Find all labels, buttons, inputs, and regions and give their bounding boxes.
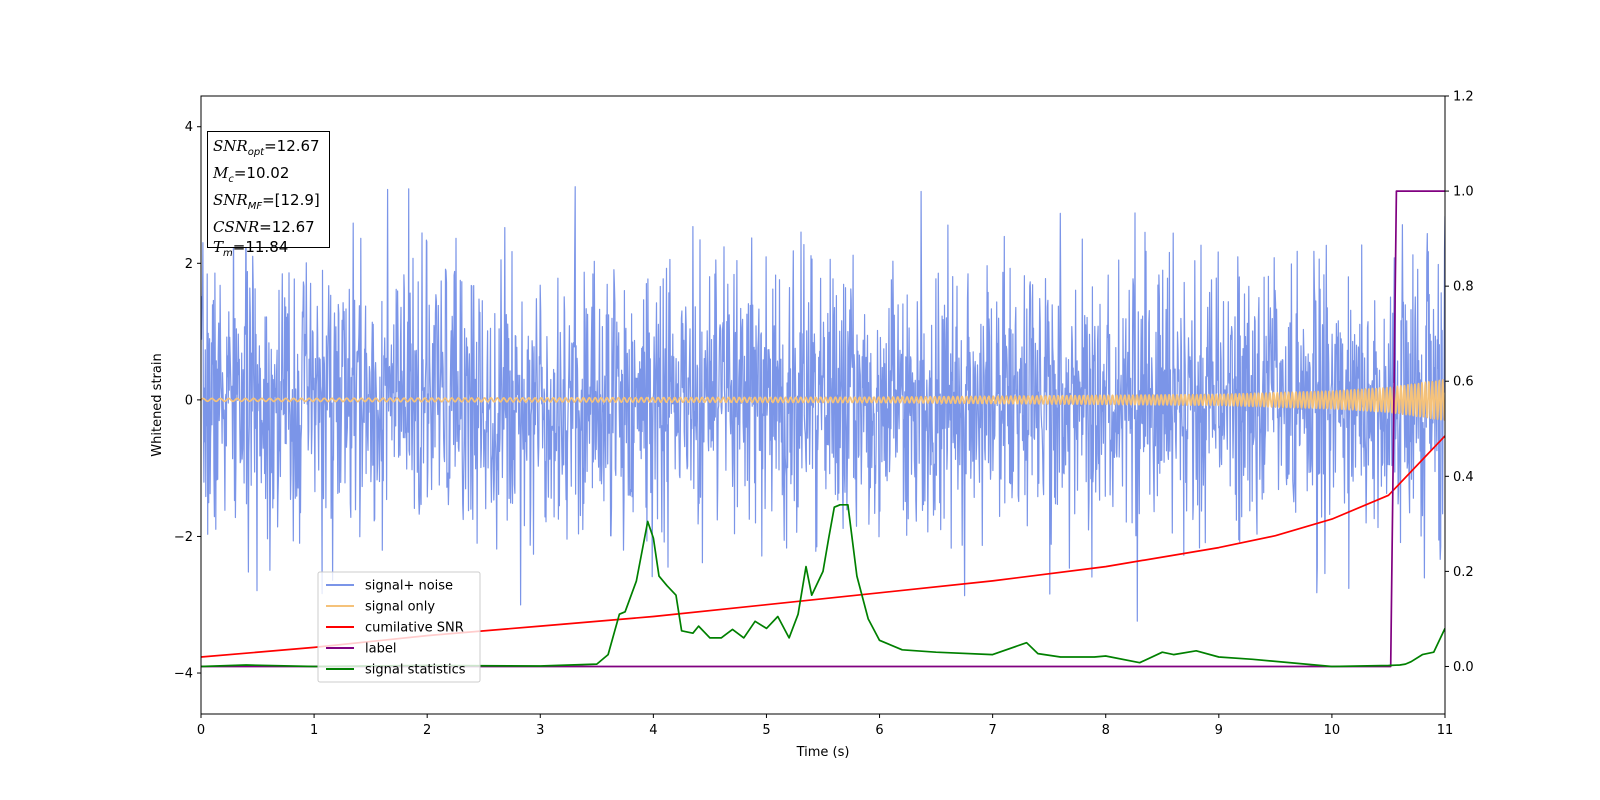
x-axis-label: Time (s) <box>796 745 850 760</box>
axis-ticks: 0 1 2 3 4 5 6 7 8 9 10 11 4 2 0 −2 −4 1.2 1.0 0.8 0.6 0.4 0.2 0… <box>174 90 1474 739</box>
legend-entry-label: signal statistics <box>365 663 466 678</box>
snr-mf-annotation: SNRMF=[12.9] <box>213 191 320 212</box>
snr-opt-annotation: SNRopt=12.67 <box>213 137 320 158</box>
x-tick-label: 2 <box>423 723 431 738</box>
y-left-tick-label: 0 <box>185 393 193 408</box>
plot-frame <box>200 95 1446 715</box>
x-tick-label: 10 <box>1324 723 1341 738</box>
series-line-1 <box>201 379 1445 421</box>
legend-entry-label: cumilative SNR <box>365 621 464 636</box>
y-right-tick-label: 0.8 <box>1453 280 1474 295</box>
y-right-tick-label: 0.2 <box>1453 565 1474 580</box>
series-line-4 <box>201 503 1445 668</box>
y-left-tick-label: 2 <box>185 257 193 272</box>
x-tick-label: 8 <box>1102 723 1110 738</box>
x-tick-label: 1 <box>310 723 318 738</box>
tm-annotation: Tm=11.84 <box>213 238 289 259</box>
x-tick-label: 7 <box>988 723 996 738</box>
series-line-0 <box>201 186 1445 622</box>
x-tick-label: 4 <box>649 723 657 738</box>
y-right-tick-label: 0.4 <box>1453 470 1474 485</box>
legend-entry-label: signal only <box>365 600 435 615</box>
legend-entry-label: signal+ noise <box>365 579 453 594</box>
legend-frame <box>317 571 481 683</box>
x-tick-label: 9 <box>1215 723 1223 738</box>
x-tick-label: 0 <box>197 723 205 738</box>
legend: signal+ noise signal only cumilative SNR la… <box>317 571 481 683</box>
y-right-tick-label: 0.6 <box>1453 375 1474 390</box>
x-tick-label: 11 <box>1437 723 1454 738</box>
y-left-tick-label: −4 <box>174 667 193 682</box>
y-left-tick-label: −2 <box>174 530 193 545</box>
x-tick-label: 6 <box>875 723 883 738</box>
chirp-mass-annotation: Mc=10.02 <box>213 164 290 185</box>
legend-entry-label: label <box>365 642 396 657</box>
x-tick-label: 3 <box>536 723 544 738</box>
y-left-tick-label: 4 <box>185 120 193 135</box>
y-right-tick-label: 1.2 <box>1453 90 1474 105</box>
x-tick-label: 5 <box>762 723 770 738</box>
y-right-tick-label: 0.0 <box>1453 660 1474 675</box>
series-line-3 <box>201 190 1445 668</box>
metrics-annotation-box: SNRopt=12.67 Mc=10.02 SNRMF=[12.9] CSNR=… <box>207 131 330 259</box>
y-axis-label: Whitened strain <box>150 353 165 456</box>
csnr-annotation: CSNR=12.67 <box>213 218 315 236</box>
y-right-tick-label: 1.0 <box>1453 185 1474 200</box>
